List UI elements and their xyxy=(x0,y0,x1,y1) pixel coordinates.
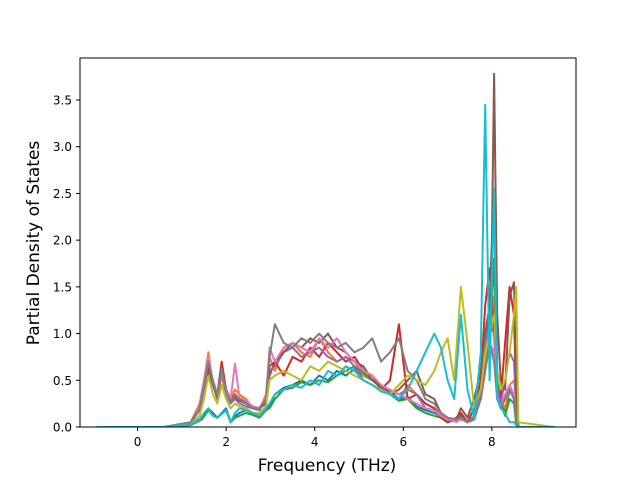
axes-layer: 0 2 4 6 8 0.0 0.5 1.0 1.5 2.0 2.5 3.0 3.5 xyxy=(53,57,577,449)
series-line-10 xyxy=(96,103,555,427)
y-tick-label: 1.0 xyxy=(53,327,72,341)
x-tick-label: 0 xyxy=(134,435,142,449)
plot-frame xyxy=(79,57,577,428)
y-tick-label: 2.5 xyxy=(53,187,72,201)
x-tick-label: 2 xyxy=(222,435,230,449)
y-tick-label: 0.5 xyxy=(53,374,72,388)
y-tick-label: 0.0 xyxy=(53,421,72,435)
y-axis-label: Partial Density of States xyxy=(24,141,44,346)
x-tick-label: 8 xyxy=(488,435,496,449)
series-group xyxy=(96,72,555,427)
y-tick-label: 2.0 xyxy=(53,234,72,248)
x-tick-label: 6 xyxy=(399,435,407,449)
x-tick-label: 4 xyxy=(311,435,319,449)
y-tick-label: 3.0 xyxy=(53,140,72,154)
y-tick-label: 1.5 xyxy=(53,280,72,294)
x-axis-label: Frequency (THz) xyxy=(258,456,397,476)
y-tick-label: 3.5 xyxy=(53,94,72,108)
series-layer xyxy=(96,72,555,427)
